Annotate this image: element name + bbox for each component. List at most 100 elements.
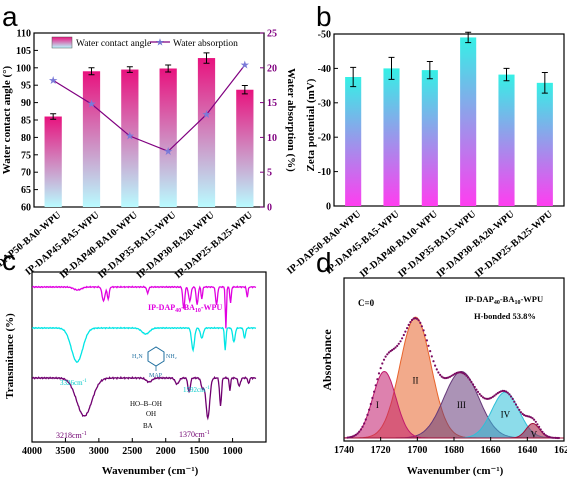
error-bar: [165, 64, 172, 73]
bar-zeta-potential: [460, 37, 477, 206]
bar-contact-angle: [197, 58, 216, 207]
envelope-point: [453, 372, 456, 375]
envelope-point: [500, 390, 503, 393]
envelope-point: [476, 390, 480, 393]
legend-star-icon: ★: [156, 38, 165, 49]
envelope-point: [511, 397, 514, 400]
chart-panel-d: Absorbance Wavenumber (cm⁻¹) C=0 IP-DAP4…: [320, 277, 567, 477]
envelope-point: [460, 371, 463, 374]
envelope-point: [356, 432, 359, 435]
error-bar: [350, 66, 357, 88]
y-tick-label: 90: [21, 98, 31, 109]
envelope-point: [392, 347, 395, 350]
ba-structure-icon: HO–B–OH OH BA: [130, 400, 162, 430]
error-bar: [465, 31, 472, 44]
envelope-point: [354, 433, 357, 436]
envelope-point: [432, 360, 435, 363]
label-co: C=0: [358, 298, 375, 308]
spectrum-ba: [31, 375, 257, 421]
y2-tick-label: 15: [267, 98, 277, 109]
svg-text:H₂N: H₂N: [132, 354, 143, 360]
legend-swatch-contact-angle: [51, 36, 73, 49]
envelope-point: [389, 350, 392, 353]
envelope-point: [552, 436, 556, 439]
envelope-point: [391, 348, 394, 352]
y-axis-label-c: Transmitance (%): [4, 313, 16, 399]
x-tick-label: 1000: [223, 446, 243, 457]
error-bar: [503, 67, 510, 82]
envelope-point: [353, 434, 356, 437]
envelope-point: [376, 378, 379, 381]
envelope-point: [447, 376, 450, 379]
bar-zeta-potential: [421, 70, 438, 207]
x-tick-label: IP-DAP25-BA25-WPU: [473, 209, 555, 280]
envelope-point: [394, 346, 397, 349]
envelope-point: [377, 372, 381, 375]
envelope-point: [397, 342, 400, 345]
envelope-point: [480, 394, 483, 397]
envelope-point: [549, 436, 552, 439]
x-tick-label: 1660: [481, 445, 501, 456]
envelope-point: [396, 344, 399, 347]
y-tick-label: -30: [318, 98, 331, 109]
y2-tick-label: 10: [267, 133, 277, 144]
envelope-point: [420, 325, 423, 328]
envelope-point: [554, 436, 557, 439]
envelope-point: [440, 375, 443, 378]
envelope-point: [407, 323, 410, 326]
envelope-point: [384, 355, 387, 358]
y-tick-label: 110: [17, 29, 31, 40]
envelope-point: [539, 428, 542, 431]
bar-zeta-potential: [345, 77, 362, 206]
map-structure-icon: H₂N NH₂ MAP: [132, 346, 177, 379]
absorption-line: [52, 64, 246, 153]
bar-contact-angle: [159, 68, 177, 207]
svg-text:OH: OH: [146, 410, 156, 418]
y-tick-label: 60: [21, 203, 31, 214]
x-tick-label: 3500: [55, 446, 75, 457]
x-tick-label: 1640: [517, 445, 537, 456]
chart-panel-a: Water contact angle (°) Water absorption…: [0, 29, 297, 282]
envelope-point: [473, 385, 476, 389]
y-axis-label-b: Zeta potential (mV): [305, 78, 317, 171]
x-tick-label: 2500: [122, 446, 142, 457]
envelope-point: [465, 374, 468, 377]
envelope-point: [373, 390, 376, 393]
envelope-point: [486, 397, 489, 400]
y-tick-label: 0: [326, 202, 331, 213]
y2-tick-label: 25: [267, 29, 277, 40]
x-tick-label: 1500: [189, 446, 209, 457]
annotation-1370: 1370cm-1: [179, 430, 210, 439]
error-bar: [203, 52, 210, 64]
envelope-point: [382, 358, 386, 361]
error-bar: [541, 72, 548, 94]
envelope-point: [523, 414, 526, 417]
annotation-1592: 1592cm-1: [183, 386, 210, 394]
y-tick-label: -20: [318, 133, 331, 144]
peak-label: IV: [501, 409, 511, 419]
error-bar: [426, 61, 433, 80]
envelope-point: [364, 418, 367, 421]
envelope-point: [437, 371, 440, 374]
envelope-point: [424, 334, 427, 337]
envelope-point: [529, 416, 532, 419]
envelope-point: [363, 422, 366, 425]
y-tick-label: 105: [16, 46, 31, 57]
envelope-point: [472, 383, 475, 386]
envelope-point: [448, 375, 452, 378]
envelope-point: [422, 329, 425, 332]
error-bar: [88, 67, 95, 76]
envelope-point: [430, 355, 433, 358]
absorption-point: ★: [240, 60, 250, 72]
error-bar: [126, 66, 133, 73]
envelope-point: [361, 425, 364, 428]
envelope-curve: [346, 317, 561, 440]
envelope-point: [435, 368, 438, 371]
envelope-point: [483, 397, 486, 400]
sample-label-d: IP-DAP40-BA10-WPU: [465, 294, 543, 306]
legend-label-absorption: Water absorption: [173, 39, 238, 49]
envelope-point: [546, 435, 549, 438]
y2-tick-label: 5: [267, 168, 272, 179]
series-label-top: IP-DAP40-BA10-WPU: [148, 303, 222, 314]
y-axis-label-a: Water contact angle (°): [1, 65, 13, 174]
